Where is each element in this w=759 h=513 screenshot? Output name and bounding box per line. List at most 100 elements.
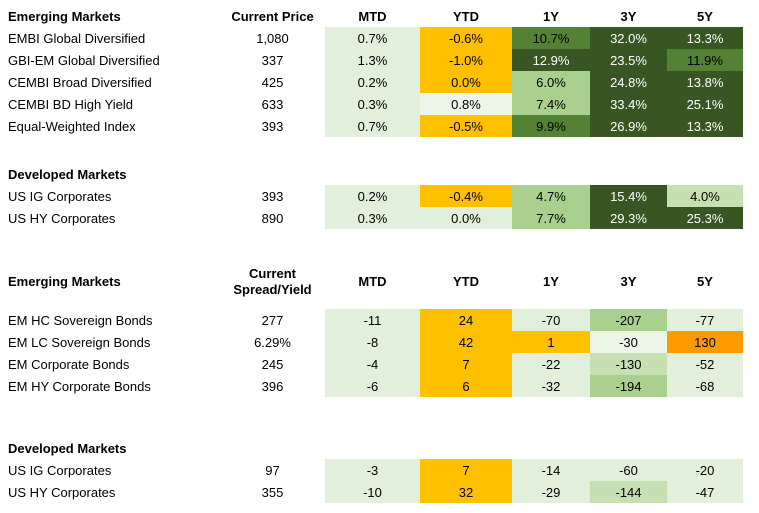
column-header-3y: 3Y	[620, 274, 637, 289]
heatmap-cell: -3	[325, 459, 420, 481]
row-label: CEMBI Broad Diversified	[8, 74, 152, 90]
column-header-ytd: YTD	[453, 8, 479, 24]
heatmap-cell: 32.0%	[590, 27, 667, 49]
table-row: EMBI Global Diversified 1,080 0.7% -0.6% 10.…	[0, 27, 759, 49]
current-header-line: Current Price	[231, 8, 314, 24]
heatmap-cell: -6	[325, 375, 420, 397]
row-label: EMBI Global Diversified	[8, 30, 146, 46]
heatmap-cell: 24	[420, 309, 512, 331]
column-header-1y: 1Y	[543, 8, 559, 24]
heatmap-cell: 7	[420, 459, 512, 481]
table-row: EM HY Corporate Bonds 396 -6 6 -32 -194 -68	[0, 375, 759, 397]
heatmap-cell: 11.9%	[667, 49, 743, 71]
heatmap-cell: 0.8%	[420, 93, 512, 115]
row-label: EM HY Corporate Bonds	[8, 378, 151, 394]
row-gap	[0, 229, 759, 258]
row-label: US IG Corporates	[8, 462, 112, 478]
table-row: EM HC Sovereign Bonds 277 -11 24 -70 -207 -77	[0, 309, 759, 331]
heatmap-cell: 6	[420, 375, 512, 397]
heatmap-cell: -47	[667, 481, 743, 503]
row-label: EM Corporate Bonds	[8, 356, 130, 372]
current-column-header: Current Price	[220, 5, 325, 27]
row-label: GBI-EM Global Diversified	[8, 52, 160, 68]
heatmap-cell: 23.5%	[590, 49, 667, 71]
column-header-mtd: MTD	[358, 274, 387, 289]
heatmap-cell: 1.3%	[325, 49, 420, 71]
heatmap-cell: -14	[512, 459, 590, 481]
heatmap-cell: -22	[512, 353, 590, 375]
current-value: 245	[261, 356, 284, 372]
heatmap-cell: -0.6%	[420, 27, 512, 49]
heatmap-cell: 13.3%	[667, 27, 743, 49]
heatmap-cell: 10.7%	[512, 27, 590, 49]
heatmap-cell: 6.0%	[512, 71, 590, 93]
table-row: US HY Corporates 890 0.3% 0.0% 7.7% 29.3% 25.3…	[0, 207, 759, 229]
row-label: EM LC Sovereign Bonds	[8, 334, 151, 350]
column-header-mtd: MTD	[358, 8, 387, 24]
heatmap-cell: -1.0%	[420, 49, 512, 71]
heatmap-cell: -29	[512, 481, 590, 503]
heatmap-cell: 7.4%	[512, 93, 590, 115]
table-row: CEMBI BD High Yield 633 0.3% 0.8% 7.4% 33.4% 2…	[0, 93, 759, 115]
heatmap-cell: -30	[590, 331, 667, 353]
spreads-table: Emerging Markets Current Spread/Yield MTD YT…	[0, 258, 759, 503]
heatmap-cell: 0.7%	[325, 115, 420, 137]
column-header-3y: 3Y	[620, 8, 637, 24]
heatmap-cell: -20	[667, 459, 743, 481]
row-label: CEMBI BD High Yield	[8, 96, 133, 112]
heatmap-cell: 29.3%	[590, 207, 667, 229]
row-label: Equal-Weighted Index	[8, 118, 136, 134]
column-header-5y: 5Y	[697, 274, 713, 289]
current-header-line: Current	[249, 265, 296, 281]
table-row: US IG Corporates 393 0.2% -0.4% 4.7% 15.4% 4.0…	[0, 185, 759, 207]
current-header-line: Spread/Yield	[233, 281, 312, 297]
current-value: 425	[261, 74, 284, 90]
heatmap-cell: 0.3%	[325, 207, 420, 229]
column-header-5y: 5Y	[697, 8, 713, 24]
heatmap-cell: 26.9%	[590, 115, 667, 137]
heatmap-cell: 24.8%	[590, 71, 667, 93]
heatmap-cell: -194	[590, 375, 667, 397]
current-value: 97	[265, 462, 280, 478]
heatmap-cell: 1	[512, 331, 590, 353]
heatmap-cell: -130	[590, 353, 667, 375]
current-value: 393	[261, 188, 284, 204]
heatmap-cell: 0.0%	[420, 71, 512, 93]
section-title: Emerging Markets	[8, 274, 121, 289]
table-row: GBI-EM Global Diversified 337 1.3% -1.0% 12.…	[0, 49, 759, 71]
current-value: 337	[261, 52, 284, 68]
heatmap-cell: -8	[325, 331, 420, 353]
heatmap-cell: -52	[667, 353, 743, 375]
heatmap-cell: 42	[420, 331, 512, 353]
table-row: US HY Corporates 355 -10 32 -29 -144 -47	[0, 481, 759, 503]
heatmap-cell: -4	[325, 353, 420, 375]
table-header-row: Emerging Markets Current Price MTD YTD 1Y 3Y 5…	[0, 5, 759, 27]
heatmap-cell: 13.3%	[667, 115, 743, 137]
heatmap-cell: -0.5%	[420, 115, 512, 137]
heatmap-cell: 0.3%	[325, 93, 420, 115]
current-value: 355	[261, 484, 284, 500]
column-header-1y: 1Y	[543, 274, 559, 289]
section-title: Developed Markets	[8, 440, 127, 456]
table-row: US IG Corporates 97 -3 7 -14 -60 -20	[0, 459, 759, 481]
heatmap-cell: 15.4%	[590, 185, 667, 207]
current-value: 396	[261, 378, 284, 394]
heatmap-cell: -70	[512, 309, 590, 331]
heatmap-cell: 0.2%	[325, 71, 420, 93]
heatmap-cell: 0.7%	[325, 27, 420, 49]
current-value: 633	[261, 96, 284, 112]
heatmap-cell: 0.2%	[325, 185, 420, 207]
heatmap-cell: 0.0%	[420, 207, 512, 229]
heatmap-cell: 4.0%	[667, 185, 743, 207]
returns-table: Emerging Markets Current Price MTD YTD 1Y 3Y 5…	[0, 5, 759, 258]
row-label: US HY Corporates	[8, 210, 116, 226]
heatmap-cell: -32	[512, 375, 590, 397]
heatmap-cell: 32	[420, 481, 512, 503]
heatmap-cell: -68	[667, 375, 743, 397]
heatmap-cell: 7	[420, 353, 512, 375]
heatmap-cell: 4.7%	[512, 185, 590, 207]
heatmap-cell: 13.8%	[667, 71, 743, 93]
row-label: US HY Corporates	[8, 484, 116, 500]
heatmap-cell: 25.1%	[667, 93, 743, 115]
